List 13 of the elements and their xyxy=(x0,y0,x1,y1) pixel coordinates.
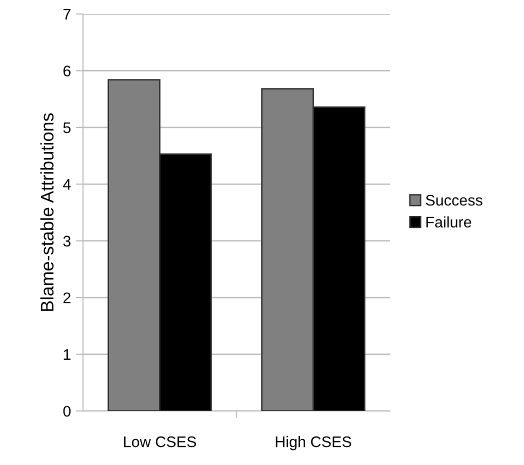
y-axis-title: Blame-stable Attributions xyxy=(40,113,54,311)
y-tick-label: 6 xyxy=(63,66,71,76)
y-tick-label: 4 xyxy=(63,179,71,190)
y-tick-label: 3 xyxy=(63,236,71,247)
y-tick-label: 2 xyxy=(63,292,70,304)
y-tick-label: 7 xyxy=(63,9,70,20)
y-tick-label: 0 xyxy=(63,406,71,417)
y-tick-label: 5 xyxy=(63,122,71,134)
x-tick-label: Low CSES xyxy=(124,436,196,448)
legend-label: Success xyxy=(426,194,482,206)
legend-label: Failure xyxy=(426,216,472,228)
x-tick-label: High CSES xyxy=(276,436,352,450)
y-tick-label: 1 xyxy=(64,349,70,360)
